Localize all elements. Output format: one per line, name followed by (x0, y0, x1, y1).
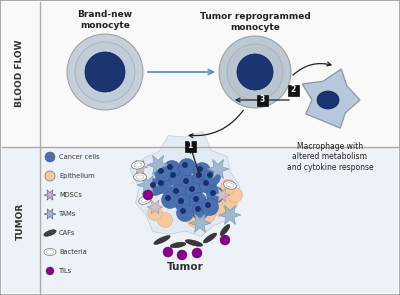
Circle shape (220, 235, 230, 245)
Polygon shape (214, 188, 230, 202)
Circle shape (180, 208, 186, 214)
Circle shape (75, 42, 135, 102)
Polygon shape (132, 160, 148, 174)
Ellipse shape (134, 173, 146, 181)
Circle shape (204, 168, 220, 186)
Circle shape (174, 194, 192, 212)
FancyBboxPatch shape (184, 140, 196, 152)
Circle shape (178, 158, 196, 176)
Polygon shape (302, 69, 360, 128)
Circle shape (176, 204, 194, 222)
Ellipse shape (203, 233, 217, 243)
Circle shape (85, 52, 125, 92)
Polygon shape (219, 206, 241, 224)
Circle shape (162, 191, 178, 209)
Circle shape (197, 166, 203, 172)
Circle shape (167, 164, 173, 170)
Text: CAFs: CAFs (59, 230, 75, 236)
Text: 2: 2 (290, 86, 296, 94)
Text: Epithelium: Epithelium (59, 173, 95, 179)
Text: Tumor reprogrammed
monocyte: Tumor reprogrammed monocyte (200, 12, 310, 32)
Ellipse shape (141, 198, 149, 202)
Ellipse shape (132, 161, 144, 169)
Circle shape (203, 180, 209, 186)
Text: TUMOR: TUMOR (16, 202, 24, 240)
Circle shape (228, 188, 242, 202)
Ellipse shape (46, 250, 54, 254)
Ellipse shape (134, 163, 142, 167)
Circle shape (202, 199, 218, 216)
Circle shape (45, 152, 55, 162)
Circle shape (237, 54, 273, 90)
Ellipse shape (220, 224, 230, 236)
Circle shape (158, 168, 164, 174)
Ellipse shape (170, 242, 186, 248)
Ellipse shape (224, 181, 236, 189)
Circle shape (45, 171, 55, 181)
Polygon shape (147, 200, 163, 214)
Circle shape (192, 248, 202, 258)
Circle shape (146, 178, 164, 196)
Circle shape (207, 172, 213, 178)
Circle shape (166, 168, 184, 186)
Circle shape (189, 186, 195, 192)
FancyBboxPatch shape (288, 84, 298, 96)
Polygon shape (44, 209, 56, 219)
Circle shape (190, 193, 206, 209)
Polygon shape (130, 132, 240, 237)
Circle shape (212, 201, 228, 217)
Circle shape (183, 178, 189, 184)
Text: Brand-new
monocyte: Brand-new monocyte (78, 10, 132, 30)
Circle shape (196, 172, 202, 178)
Ellipse shape (44, 248, 56, 255)
Circle shape (163, 247, 173, 257)
Circle shape (227, 44, 283, 100)
Polygon shape (44, 190, 56, 200)
Polygon shape (137, 176, 159, 194)
Circle shape (200, 207, 216, 222)
FancyBboxPatch shape (256, 94, 268, 106)
Circle shape (150, 182, 156, 188)
Circle shape (193, 196, 199, 202)
Polygon shape (207, 160, 229, 178)
Circle shape (200, 176, 216, 194)
Text: Cancer cells: Cancer cells (59, 154, 100, 160)
Circle shape (177, 250, 187, 260)
Circle shape (206, 186, 224, 204)
Ellipse shape (226, 183, 234, 187)
Circle shape (222, 196, 238, 211)
Text: Macrophage with
altered metabolism
and cytokine response: Macrophage with altered metabolism and c… (287, 142, 373, 172)
Text: Tumor: Tumor (167, 262, 203, 272)
Text: 3: 3 (259, 96, 265, 104)
Polygon shape (147, 155, 169, 175)
Circle shape (173, 188, 179, 194)
Ellipse shape (317, 91, 339, 109)
Text: MDSCs: MDSCs (59, 192, 82, 198)
Text: TAMs: TAMs (59, 211, 76, 217)
Circle shape (158, 212, 172, 227)
Ellipse shape (154, 236, 170, 245)
Circle shape (195, 206, 201, 212)
Polygon shape (189, 214, 211, 232)
Circle shape (164, 160, 180, 178)
Circle shape (170, 184, 186, 201)
Circle shape (143, 190, 153, 200)
Circle shape (154, 176, 172, 194)
Circle shape (182, 162, 188, 168)
Text: Bacteria: Bacteria (59, 249, 87, 255)
Circle shape (186, 183, 202, 199)
Circle shape (170, 172, 176, 178)
Ellipse shape (139, 196, 151, 204)
Circle shape (178, 198, 184, 204)
Circle shape (165, 195, 171, 201)
Text: BLOOD FLOW: BLOOD FLOW (16, 40, 24, 107)
Circle shape (192, 202, 208, 219)
Circle shape (194, 163, 210, 179)
Circle shape (180, 175, 196, 191)
Bar (2, 2, 398, 147)
Circle shape (219, 36, 291, 108)
Ellipse shape (185, 240, 203, 246)
Circle shape (220, 179, 236, 194)
Circle shape (210, 190, 216, 196)
